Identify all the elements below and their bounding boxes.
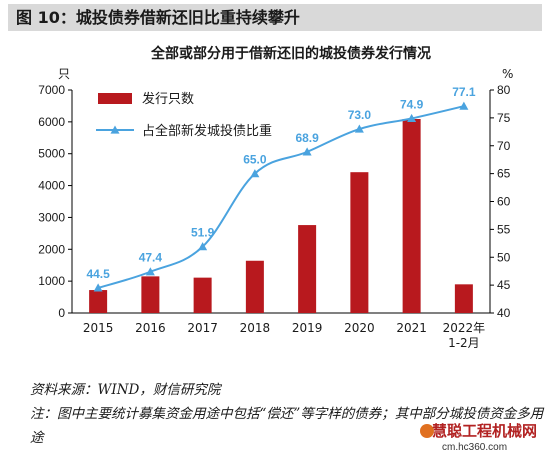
bar (454, 284, 473, 313)
data-label: 51.9 (191, 226, 215, 240)
line-marker (145, 267, 155, 276)
right-tick-label: 55 (497, 222, 511, 236)
line-marker (198, 242, 208, 251)
bar (245, 260, 264, 313)
bar (193, 277, 212, 313)
x-tick-label: 2020 (344, 321, 375, 335)
x-tick-label: 2018 (240, 321, 271, 335)
right-tick-label: 60 (497, 195, 511, 209)
source-text: 资料来源：WIND，财信研究院 (30, 382, 221, 398)
legend-line-label: 占全部新发城投债比重 (142, 123, 272, 139)
left-tick-label: 5000 (38, 147, 65, 161)
left-axis-unit: 只 (58, 67, 70, 81)
data-label: 74.9 (400, 97, 424, 111)
data-label: 77.1 (452, 85, 476, 99)
bar (298, 225, 317, 313)
right-tick-label: 50 (497, 250, 511, 264)
data-label: 68.9 (295, 131, 319, 145)
bar (89, 290, 108, 313)
right-tick-label: 80 (497, 83, 511, 97)
data-label: 44.5 (86, 267, 110, 281)
left-tick-label: 0 (58, 306, 65, 320)
bar (402, 118, 421, 314)
legend-line-marker (110, 125, 120, 134)
x-tick-label: 2019 (292, 321, 323, 335)
bar (141, 276, 160, 313)
left-tick-label: 6000 (38, 115, 65, 129)
left-tick-label: 1000 (38, 274, 65, 288)
line-marker (93, 283, 103, 292)
x-tick-label: 2017 (187, 321, 218, 335)
right-tick-label: 45 (497, 278, 511, 292)
right-tick-label: 70 (497, 139, 511, 153)
x-tick-label: 2016 (135, 321, 166, 335)
watermark-logo-icon (420, 424, 434, 438)
line-marker (459, 101, 469, 110)
watermark-text: 慧聪工程机械网 (432, 422, 538, 440)
right-axis-unit: % (502, 67, 513, 81)
watermark-url: cm.hc360.com (442, 442, 508, 453)
line-marker (302, 147, 312, 156)
note-text: 注：图中主要统计募集资金用途中包括“偿还”等字样的债券；其中部分城投债资金多用途 (30, 406, 544, 446)
watermark: 慧聪工程机械网 cm.hc360.com (420, 418, 550, 460)
line-marker (354, 124, 364, 133)
bar (350, 172, 369, 313)
line-marker (250, 169, 260, 178)
left-tick-label: 3000 (38, 210, 65, 224)
legend-bar-label: 发行只数 (142, 91, 194, 107)
x-tick-label: 2021 (396, 321, 427, 335)
right-tick-label: 40 (497, 306, 511, 320)
right-tick-label: 75 (497, 111, 511, 125)
left-tick-label: 4000 (38, 179, 65, 193)
data-label: 73.0 (348, 108, 372, 122)
legend-bar-swatch (98, 93, 132, 104)
series-line (97, 105, 465, 289)
chart-title: 全部或部分用于借新还旧的城投债券发行情况 (150, 45, 431, 62)
left-tick-label: 2000 (38, 242, 65, 256)
left-tick-label: 7000 (38, 83, 65, 97)
data-label: 65.0 (243, 153, 267, 167)
x-tick-label: 2015 (83, 321, 114, 335)
data-label: 47.4 (139, 251, 163, 265)
right-tick-label: 65 (497, 167, 511, 181)
x-tick-label: 1-2月 (448, 336, 480, 350)
line-marker (407, 113, 417, 123)
figure-title: 图 10：城投债券借新还旧比重持续攀升 (8, 4, 542, 31)
x-tick-label: 2022年 (443, 321, 486, 335)
